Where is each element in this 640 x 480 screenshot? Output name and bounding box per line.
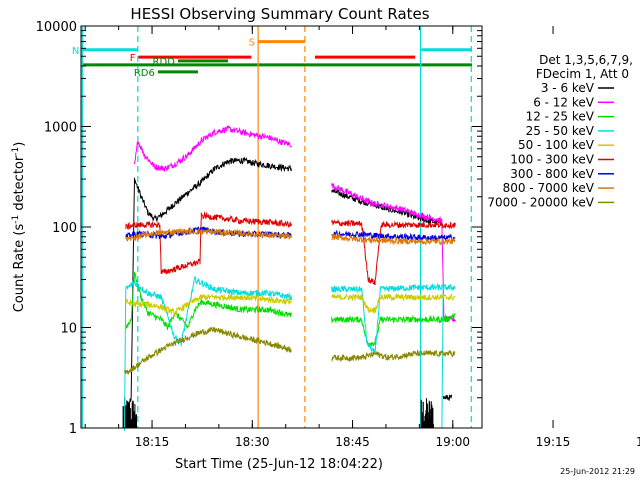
series-line-3-1	[331, 283, 456, 355]
series-lines	[122, 124, 456, 432]
y-tick-label-0: 1	[69, 422, 77, 437]
series-line-4-0	[125, 292, 292, 318]
series-line-3-2	[441, 286, 444, 429]
y-axis-label-mid: detector	[12, 155, 27, 215]
legend-label-7: 800 - 7000 keV	[503, 181, 595, 195]
x-axis-label: Start Time (25-Jun-12 18:04:22)	[175, 457, 383, 472]
x-tick-label-3: 19:00	[435, 435, 470, 449]
flag-label-0: N	[72, 46, 79, 57]
series-line-0-0	[123, 156, 292, 412]
y-axis-label-sup1: -1	[11, 215, 21, 224]
series-line-8-0	[123, 326, 292, 375]
series-line-7-0	[125, 227, 292, 242]
y-axis-ticks: 1 10 100 1000 10000	[36, 20, 482, 437]
flag-label-1: F	[130, 53, 136, 64]
x-axis-ticks: 18:15 18:30 18:45 19:00 19:15 19:30	[84, 26, 640, 449]
legend-label-4: 50 - 100 keV	[518, 138, 595, 152]
legend-label-1: 6 - 12 keV	[533, 95, 595, 109]
series-line-3-0	[123, 275, 292, 432]
y-axis-label-sup2: -1	[11, 147, 21, 156]
x-tick-label-1: 18:30	[235, 435, 270, 449]
y-tick-label-3: 1000	[44, 121, 77, 136]
series-line-4-1	[331, 292, 456, 315]
series-line-2-0	[125, 271, 292, 330]
y-axis-label-end: )	[12, 142, 27, 147]
legend: Det 1,3,5,6,7,9, FDecim 1, Att 0 3 - 6 k…	[487, 53, 633, 209]
flag-label-5: RD6	[134, 68, 155, 79]
flag-label-4: RDD	[153, 57, 176, 68]
x-tick-label-5: 19:30	[636, 435, 640, 449]
series-line-5-0	[125, 211, 292, 275]
chart-title: HESSI Observing Summary Count Rates	[130, 5, 429, 23]
series-line-7-1	[331, 233, 456, 246]
legend-label-0: 3 - 6 keV	[541, 81, 595, 95]
x-tick-label-0: 18:15	[135, 435, 170, 449]
series-line-0-2	[442, 394, 453, 401]
footer-timestamp: 25-Jun-2012 21:29	[560, 467, 635, 476]
y-tick-label-2: 100	[52, 221, 77, 236]
series-line-5-1	[331, 218, 456, 286]
legend-label-8: 7000 - 20000 keV	[487, 195, 594, 209]
legend-label-6: 300 - 800 keV	[510, 167, 594, 181]
y-tick-label-1: 10	[60, 322, 77, 337]
x-tick-label-2: 18:45	[335, 435, 370, 449]
y-tick-label-4: 10000	[36, 20, 77, 35]
series-line-8-1	[331, 349, 456, 363]
y-axis-label-main: Count Rate (s	[12, 224, 27, 313]
series-line-1-0	[134, 124, 292, 172]
legend-header-line-1: Det 1,3,5,6,7,9,	[539, 53, 633, 67]
background-burst-1	[420, 398, 434, 428]
legend-header-line-2: FDecim 1, Att 0	[536, 67, 629, 81]
legend-label-3: 25 - 50 keV	[526, 124, 595, 138]
legend-label-2: 12 - 25 keV	[526, 110, 595, 124]
x-tick-label-4: 19:15	[536, 435, 571, 449]
series-line-2-1	[331, 312, 456, 347]
legend-label-5: 100 - 300 keV	[510, 153, 594, 167]
series-line-1-1	[331, 183, 456, 323]
y-axis-label: Count Rate (s-1 detector-1)	[11, 142, 27, 313]
flag-label-2: S	[249, 38, 255, 49]
series-line-6-1	[331, 229, 456, 242]
